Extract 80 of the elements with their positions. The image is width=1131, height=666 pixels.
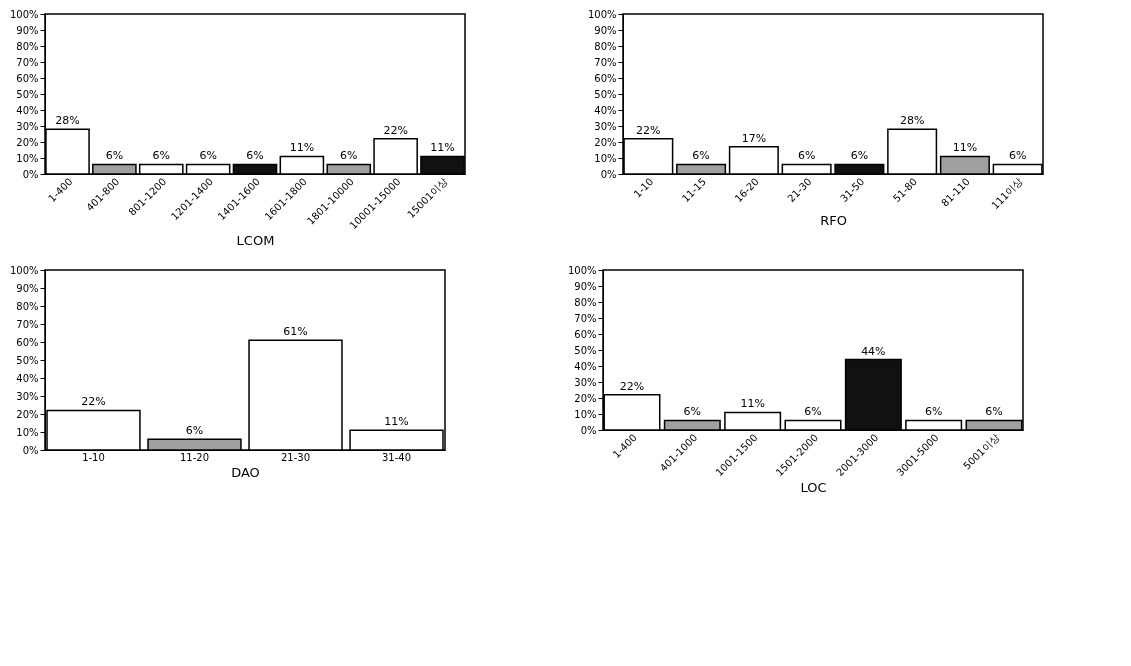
x-tick-label: 21-30 — [280, 451, 311, 463]
data-label: 6% — [804, 405, 822, 419]
y-tick-label: 0% — [580, 424, 597, 436]
data-label: 6% — [152, 149, 170, 163]
y-tick-label: 10% — [16, 426, 39, 438]
x-axis-title: LCOM — [236, 233, 275, 249]
data-label: 28% — [899, 114, 925, 128]
y-tick-label: 20% — [594, 136, 617, 148]
data-label: 22% — [383, 123, 408, 137]
y-tick-label: 80% — [574, 296, 597, 308]
y-tick-label: 80% — [594, 40, 617, 52]
data-label: 11% — [430, 141, 455, 155]
y-tick-label: 70% — [16, 318, 39, 330]
data-label: 6% — [1008, 149, 1027, 163]
y-tick-label: 90% — [574, 280, 597, 292]
y-tick-label: 40% — [594, 104, 617, 116]
y-tick-label: 40% — [16, 104, 39, 116]
x-axis-title: DAO — [231, 464, 260, 480]
data-label: 11% — [952, 141, 978, 155]
y-tick-label: 70% — [574, 312, 597, 324]
y-tick-label: 60% — [16, 72, 39, 84]
data-label: 6% — [199, 149, 217, 163]
x-axis-title: LOC — [800, 480, 827, 496]
data-label: 28% — [55, 114, 80, 128]
y-tick-label: 100% — [567, 264, 597, 276]
y-tick-label: 30% — [16, 120, 39, 132]
data-label: 22% — [81, 395, 106, 409]
y-tick-label: 0% — [22, 168, 39, 180]
y-tick-label: 30% — [16, 390, 39, 402]
data-label: 44% — [861, 344, 886, 358]
y-tick-label: 70% — [594, 56, 617, 68]
data-label: 6% — [185, 424, 204, 438]
data-label: 11% — [289, 141, 315, 155]
y-tick-label: 90% — [16, 282, 39, 294]
y-tick-label: 30% — [574, 376, 597, 388]
y-tick-label: 50% — [16, 88, 39, 100]
data-label: 17% — [741, 131, 767, 145]
y-tick-label: 80% — [16, 40, 39, 52]
data-label: 22% — [636, 123, 661, 137]
y-tick-label: 100% — [587, 8, 617, 20]
y-tick-label: 10% — [594, 152, 617, 164]
data-label: 11% — [384, 415, 409, 429]
y-tick-label: 30% — [594, 120, 617, 132]
y-tick-label: 40% — [16, 372, 39, 384]
data-label: 6% — [683, 405, 702, 419]
data-label: 6% — [692, 149, 710, 163]
y-tick-label: 20% — [16, 408, 39, 420]
y-tick-label: 90% — [594, 24, 617, 36]
data-label: 6% — [985, 405, 1003, 419]
data-label: 6% — [105, 149, 124, 163]
y-tick-label: 10% — [16, 152, 39, 164]
y-tick-label: 70% — [16, 56, 39, 68]
y-tick-label: 40% — [574, 360, 597, 372]
data-label: 22% — [619, 379, 645, 393]
y-tick-label: 80% — [16, 300, 39, 312]
y-tick-label: 50% — [574, 344, 597, 356]
data-label: 6% — [924, 405, 943, 419]
y-tick-label: 20% — [574, 392, 597, 404]
y-tick-label: 60% — [574, 328, 597, 340]
data-label: 11% — [740, 397, 765, 411]
data-label: 6% — [797, 149, 816, 163]
x-tick-label: 11-20 — [179, 451, 210, 463]
y-tick-label: 20% — [16, 136, 39, 148]
y-tick-label: 60% — [594, 72, 617, 84]
x-tick-label: 1-10 — [82, 451, 105, 463]
y-tick-label: 60% — [16, 336, 39, 348]
data-label: 61% — [283, 325, 308, 339]
y-tick-label: 10% — [574, 408, 597, 420]
data-label: 6% — [340, 149, 358, 163]
x-axis-title: RFO — [820, 213, 847, 229]
y-tick-label: 100% — [9, 264, 39, 276]
data-label: 6% — [850, 149, 869, 163]
y-tick-label: 0% — [22, 444, 39, 456]
x-tick-label: 31-40 — [381, 451, 412, 463]
data-label: 6% — [246, 149, 264, 163]
y-tick-label: 50% — [16, 354, 39, 366]
y-tick-label: 50% — [594, 88, 617, 100]
y-tick-label: 0% — [600, 168, 617, 180]
y-tick-label: 90% — [16, 24, 39, 36]
y-tick-label: 100% — [9, 8, 39, 20]
